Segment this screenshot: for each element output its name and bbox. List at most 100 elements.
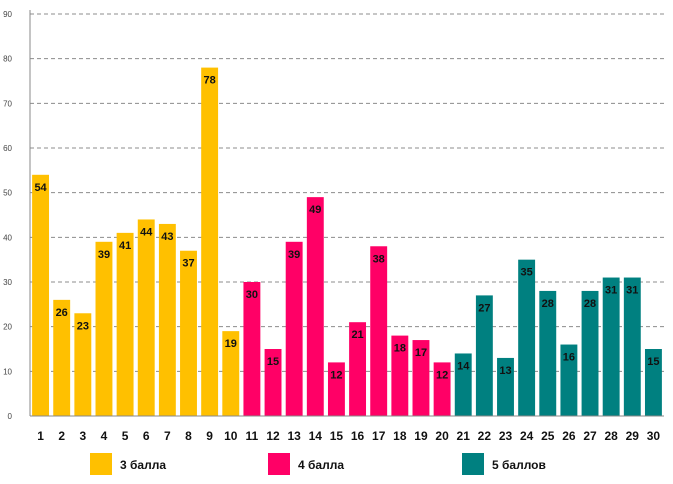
data-label-20: 12 xyxy=(436,369,448,381)
bar-18 xyxy=(391,335,409,416)
bar-3 xyxy=(74,313,92,416)
data-label-15: 12 xyxy=(330,369,342,381)
bar-2 xyxy=(53,299,71,416)
bar-17 xyxy=(370,246,388,416)
data-label-1: 54 xyxy=(34,182,47,194)
legend-swatch-1 xyxy=(268,453,290,475)
x-tick-label-6: 6 xyxy=(143,429,150,443)
data-label-28: 31 xyxy=(605,285,617,297)
x-tick-label-22: 22 xyxy=(478,429,492,443)
bar-1 xyxy=(32,174,50,416)
bar-14 xyxy=(306,197,324,416)
x-tick-label-16: 16 xyxy=(351,429,365,443)
data-label-18: 18 xyxy=(394,343,406,355)
bar-19 xyxy=(412,340,430,416)
bar-16 xyxy=(349,322,367,416)
legend: 3 балла 4 балла 5 баллов xyxy=(90,453,546,475)
bars: 54 26 23 39 41 44 43 37 78 19 30 15 39 49 12 21 38 18 17 12… xyxy=(32,67,662,416)
data-label-25: 28 xyxy=(542,298,554,310)
bar-24 xyxy=(518,259,536,416)
data-label-7: 43 xyxy=(161,231,173,243)
bar-30 xyxy=(644,349,662,416)
bar-10 xyxy=(222,331,240,416)
x-tick-label-17: 17 xyxy=(372,429,386,443)
x-tick-label-11: 11 xyxy=(246,429,259,443)
data-label-13: 39 xyxy=(288,249,300,261)
legend-label-0: 3 балла xyxy=(120,458,166,472)
data-label-21: 14 xyxy=(457,360,470,372)
data-label-14: 49 xyxy=(309,204,321,216)
data-label-30: 15 xyxy=(647,356,659,368)
legend-label-2: 5 баллов xyxy=(492,458,546,472)
grid-lines xyxy=(30,13,664,372)
y-tick-label-40: 40 xyxy=(3,233,12,242)
x-tick-label-14: 14 xyxy=(309,429,323,443)
x-tick-label-27: 27 xyxy=(583,429,597,443)
data-label-2: 26 xyxy=(56,307,68,319)
bar-12 xyxy=(264,349,282,416)
y-tick-label-20: 20 xyxy=(3,323,12,332)
x-tick-label-7: 7 xyxy=(164,429,171,443)
y-tick-label-70: 70 xyxy=(3,99,12,108)
y-tick-label-30: 30 xyxy=(3,278,12,287)
x-tick-label-20: 20 xyxy=(435,429,449,443)
bar-26 xyxy=(560,344,578,416)
x-tick-label-26: 26 xyxy=(562,429,576,443)
y-tick-label-80: 80 xyxy=(3,55,12,64)
x-tick-label-24: 24 xyxy=(520,429,534,443)
y-tick-label-60: 60 xyxy=(3,144,12,153)
bar-6 xyxy=(137,219,155,416)
x-axis: 1 2 3 4 5 6 7 8 9 10 11 12 13 14 15 16 17 18 19 20 21 22 23 24 2… xyxy=(30,415,664,443)
x-tick-label-28: 28 xyxy=(604,429,618,443)
y-tick-label-10: 10 xyxy=(3,367,12,376)
data-label-3: 23 xyxy=(77,320,89,332)
data-label-29: 31 xyxy=(626,285,638,297)
x-tick-label-8: 8 xyxy=(185,429,192,443)
x-tick-label-13: 13 xyxy=(287,429,301,443)
x-tick-label-2: 2 xyxy=(58,429,65,443)
data-label-16: 21 xyxy=(351,329,363,341)
bar-7 xyxy=(158,223,176,416)
y-tick-label-0: 0 xyxy=(8,412,13,421)
x-tick-label-30: 30 xyxy=(647,429,661,443)
bar-11 xyxy=(243,282,261,416)
x-tick-label-5: 5 xyxy=(122,429,129,443)
data-label-9: 78 xyxy=(204,75,216,87)
bar-22 xyxy=(475,295,493,416)
data-label-11: 30 xyxy=(246,289,258,301)
data-label-23: 13 xyxy=(499,365,511,377)
data-label-4: 39 xyxy=(98,249,110,261)
x-tick-label-25: 25 xyxy=(541,429,555,443)
data-label-12: 15 xyxy=(267,356,279,368)
bar-28 xyxy=(602,277,620,416)
data-label-5: 41 xyxy=(119,240,131,252)
x-tick-label-18: 18 xyxy=(393,429,407,443)
x-tick-label-29: 29 xyxy=(626,429,640,443)
bar-5 xyxy=(116,232,134,416)
x-tick-label-21: 21 xyxy=(457,429,471,443)
x-tick-label-10: 10 xyxy=(224,429,238,443)
data-label-26: 16 xyxy=(563,352,575,364)
x-tick-label-4: 4 xyxy=(101,429,108,443)
bar-27 xyxy=(581,290,599,416)
bar-13 xyxy=(285,241,303,416)
legend-swatch-0 xyxy=(90,453,112,475)
x-tick-label-19: 19 xyxy=(414,429,428,443)
data-label-22: 27 xyxy=(478,302,490,314)
bar-21 xyxy=(454,353,472,416)
y-tick-label-90: 90 xyxy=(3,10,12,19)
bar-8 xyxy=(180,250,197,416)
data-label-19: 17 xyxy=(415,347,427,359)
legend-label-1: 4 балла xyxy=(298,458,344,472)
bar-23 xyxy=(497,357,514,416)
bar-29 xyxy=(623,277,641,416)
data-label-8: 37 xyxy=(182,258,194,270)
data-label-17: 38 xyxy=(373,253,385,265)
bar-15 xyxy=(327,362,345,416)
legend-swatch-2 xyxy=(462,453,484,475)
data-label-24: 35 xyxy=(521,267,533,279)
x-tick-label-15: 15 xyxy=(330,429,344,443)
data-label-27: 28 xyxy=(584,298,596,310)
bar-25 xyxy=(539,290,557,416)
